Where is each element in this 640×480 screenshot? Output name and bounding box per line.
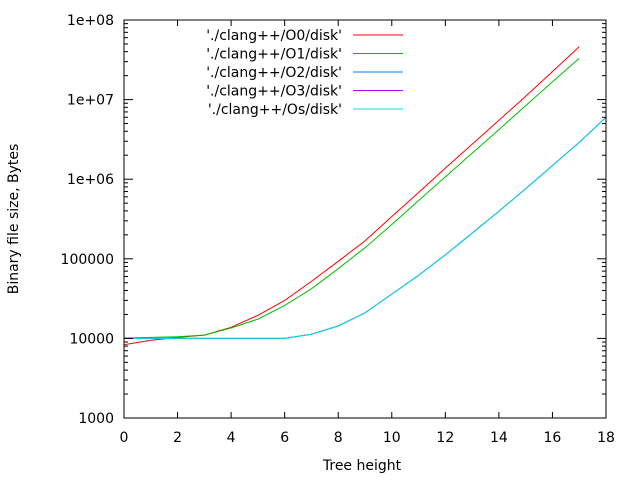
x-tick-label: 2 — [173, 430, 182, 446]
x-tick-label: 12 — [436, 430, 454, 446]
x-axis-label: Tree height — [322, 458, 402, 474]
y-tick-label: 1e+06 — [67, 172, 114, 188]
x-tick-label: 14 — [490, 430, 508, 446]
y-tick-label: 100000 — [61, 252, 114, 268]
series-line-3 — [124, 116, 607, 339]
x-axis: 0 2 4 6 8 10 12 14 16 18 — [120, 20, 615, 446]
y-tick-label: 1e+07 — [67, 93, 114, 109]
x-tick-label: 10 — [383, 430, 401, 446]
y-axis-label: Binary file size, Bytes — [6, 144, 22, 295]
y-tick-label: 1e+08 — [67, 13, 114, 29]
x-tick-label: 16 — [544, 430, 562, 446]
plot-frame — [123, 19, 607, 419]
series-line-4 — [124, 116, 607, 339]
y-tick-label: 1000 — [78, 411, 114, 427]
series-line-5 — [124, 116, 607, 339]
legend-label: './clang++/Os/disk' — [208, 102, 342, 118]
x-tick-label: 4 — [227, 430, 236, 446]
x-tick-label: 8 — [334, 430, 343, 446]
legend-label: './clang++/O2/disk' — [206, 65, 342, 81]
legend-label: './clang++/O0/disk' — [206, 28, 342, 44]
legend-label: './clang++/O3/disk' — [206, 84, 342, 100]
legend-label: './clang++/O1/disk' — [206, 47, 342, 63]
y-tick-label: 10000 — [69, 331, 114, 347]
y-axis: 1000 10000 100000 1e+06 1e+07 1e+08 — [61, 13, 606, 427]
x-tick-label: 18 — [597, 430, 615, 446]
x-tick-label: 0 — [120, 430, 129, 446]
plot-lines — [123, 46, 607, 346]
legend: './clang++/O0/disk' './clang++/O1/disk' '.… — [206, 28, 403, 118]
series-line-2 — [123, 57, 580, 339]
series-line-1 — [123, 46, 580, 346]
x-tick-label: 6 — [280, 430, 289, 446]
